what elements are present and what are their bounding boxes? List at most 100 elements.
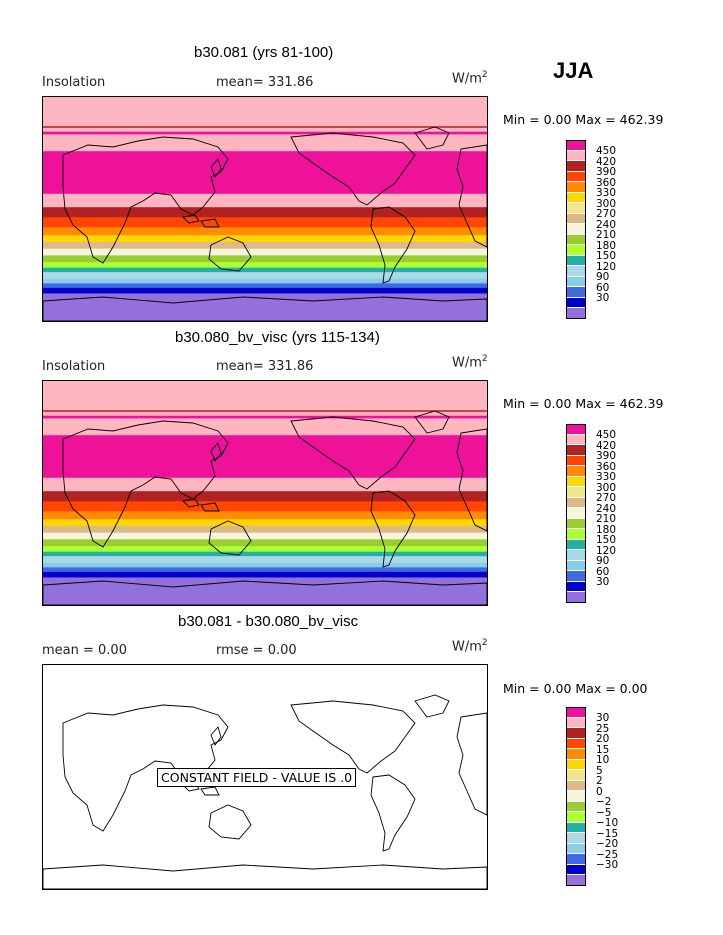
colorbar-tick-label: 300	[596, 481, 617, 494]
panel-3-title: b30.081 - b30.080_bv_visc	[178, 613, 359, 630]
colorbar-tick-label: 10	[596, 754, 610, 766]
colorbar-tick-label: 30	[596, 712, 610, 724]
coastline	[456, 428, 487, 532]
field-band	[43, 278, 487, 284]
panel-1-variable-label: Insolation	[42, 75, 106, 90]
coastline	[208, 520, 252, 556]
field-band	[43, 283, 487, 289]
colorbar-tick-label: −10	[596, 817, 619, 829]
field-band	[43, 267, 487, 273]
colorbar-swatch	[566, 843, 586, 854]
field-band	[43, 556, 487, 564]
colorbar-tick-label: 180	[596, 239, 617, 252]
field-band	[43, 539, 487, 547]
field-band	[43, 551, 487, 557]
colorbar-swatch	[566, 434, 586, 445]
panel-3-min-max: Min = 0.00 Max = 0.00	[503, 681, 648, 696]
coastline	[456, 712, 487, 816]
colorbar-tick-label: 360	[596, 460, 617, 473]
panel-1-min-max: Min = 0.00 Max = 462.39	[503, 112, 664, 127]
field-band	[43, 519, 487, 527]
field-band	[43, 571, 487, 579]
coastline	[414, 410, 450, 434]
panel-2-colorbar	[566, 424, 586, 603]
field-band	[43, 418, 487, 436]
season-label: JJA	[553, 58, 594, 83]
coastline	[62, 136, 229, 264]
colorbar-swatch	[566, 592, 586, 603]
coastline	[370, 206, 416, 284]
coastline	[210, 442, 222, 462]
panel-1-map	[42, 96, 488, 322]
colorbar-swatch	[566, 539, 586, 550]
field-band	[43, 193, 487, 208]
colorbar-swatch	[566, 476, 586, 487]
field-band	[43, 477, 487, 492]
coastline	[414, 694, 450, 718]
coastline	[370, 774, 416, 852]
colorbar-tick-label: 0	[596, 785, 603, 798]
colorbar-tick-label: 150	[596, 534, 617, 546]
coastline	[208, 804, 252, 840]
colorbar-tick-label: 450	[596, 145, 617, 157]
field-band	[43, 134, 487, 152]
colorbar-swatch	[566, 455, 586, 466]
colorbar-tick-label: 420	[596, 155, 617, 168]
coastline	[210, 726, 222, 746]
panel-2-min-max: Min = 0.00 Max = 462.39	[503, 396, 664, 411]
colorbar-swatch	[566, 518, 586, 529]
colorbar-swatch	[566, 875, 586, 886]
field-band	[43, 511, 487, 520]
colorbar-swatch	[566, 749, 586, 760]
colorbar-tick-label: −30	[596, 859, 619, 871]
coastline	[370, 490, 416, 568]
colorbar-swatch	[566, 224, 586, 235]
colorbar-swatch	[566, 245, 586, 256]
colorbar-swatch	[566, 717, 586, 728]
panel-1-title: b30.081 (yrs 81-100)	[194, 44, 334, 61]
colorbar-swatch	[566, 192, 586, 203]
coastline	[208, 236, 252, 272]
colorbar-tick-label: 90	[596, 271, 610, 283]
colorbar-swatch	[566, 770, 586, 781]
colorbar-tick-label: 270	[596, 208, 617, 220]
panel-1-mean-label: mean= 331.86	[216, 75, 314, 90]
colorbar-swatch	[566, 203, 586, 214]
colorbar-swatch	[566, 550, 586, 561]
colorbar-swatch	[566, 854, 586, 865]
panel-2-insolation-field	[43, 381, 487, 605]
colorbar-tick-label: 20	[596, 733, 610, 745]
field-band	[43, 241, 487, 250]
colorbar-tick-label: 330	[596, 187, 617, 199]
coastline	[43, 864, 487, 889]
coastline	[43, 296, 487, 321]
panel-3-units: W/m2	[452, 638, 488, 655]
colorbar-tick-label: 450	[596, 429, 617, 441]
colorbar-tick-label: 30	[596, 292, 610, 304]
field-band	[43, 207, 487, 218]
colorbar-tick-label: 120	[596, 544, 617, 557]
colorbar-swatch	[566, 266, 586, 277]
colorbar-swatch	[566, 234, 586, 245]
colorbar-swatch	[566, 297, 586, 308]
colorbar-swatch	[566, 833, 586, 844]
colorbar-tick-label: 270	[596, 492, 617, 504]
colorbar-swatch	[566, 508, 586, 519]
field-band	[43, 217, 487, 228]
panel-3-rmse-label: rmse = 0.00	[216, 643, 297, 658]
colorbar-swatch	[566, 738, 586, 749]
colorbar-tick-label: 120	[596, 260, 617, 273]
coastline	[182, 498, 220, 512]
coastline	[210, 158, 222, 178]
colorbar-tick-label: 360	[596, 176, 617, 189]
field-band	[43, 491, 487, 502]
colorbar-tick-label: −2	[596, 796, 612, 808]
colorbar-tick-label: 420	[596, 439, 617, 452]
colorbar-swatch	[566, 497, 586, 508]
field-band	[43, 272, 487, 280]
colorbar-swatch	[566, 560, 586, 571]
colorbar-swatch	[566, 822, 586, 833]
colorbar-tick-label: 390	[596, 166, 617, 178]
colorbar-tick-label: 15	[596, 743, 610, 756]
panel-2-variable-label: Insolation	[42, 359, 106, 374]
